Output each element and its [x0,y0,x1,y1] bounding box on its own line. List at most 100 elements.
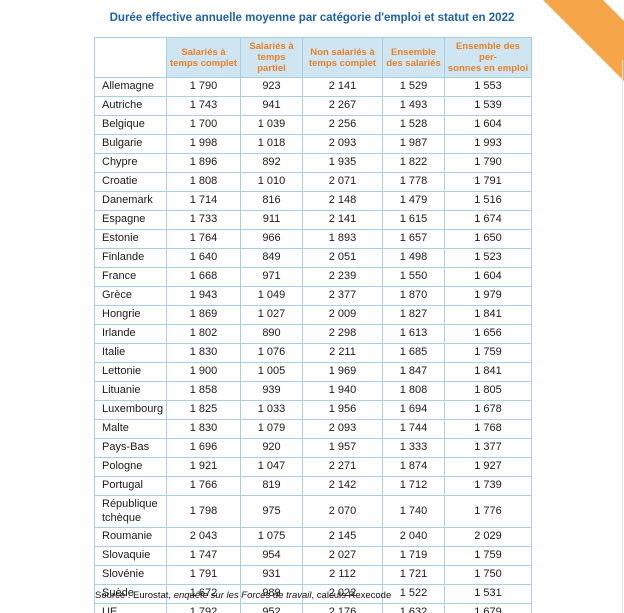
value-cell: 1 615 [382,210,445,230]
country-cell: Grèce [94,286,167,306]
value-cell: 1 896 [166,153,241,173]
value-cell: 1 808 [382,381,445,401]
table-header: Salariés à temps complet Salariés à temps… [94,37,532,78]
value-cell: 952 [240,603,303,613]
value-cell: 1 522 [382,584,445,604]
value-cell: 1 333 [382,438,445,458]
value-cell: 1 010 [240,172,303,192]
value-cell: 2 211 [302,343,383,363]
value-cell: 2 148 [302,191,383,211]
value-cell: 1 943 [166,286,241,306]
source-note: Source : Eurostat, enquête sur les Force… [95,590,391,601]
value-cell: 1 998 [166,134,241,154]
country-cell: Estonie [94,229,167,249]
country-cell: Slovaquie [94,546,167,566]
value-cell: 1 805 [444,381,532,401]
value-cell: 1 640 [166,248,241,268]
country-cell: Autriche [94,96,167,116]
value-cell: 1 672 [166,584,241,604]
value-cell: 1 523 [444,248,532,268]
table-row: République tchèque 1 798 975 2 070 1 740 1 77… [94,495,532,528]
value-cell: 1 790 [444,153,532,173]
value-cell: 2 112 [302,565,383,585]
value-cell: 1 830 [166,343,241,363]
value-cell: 1 979 [444,286,532,306]
value-cell: 1 740 [382,495,445,528]
table-row: France 1 668 971 2 239 1 550 1 604 [94,267,532,287]
table-row: Pologne 1 921 1 047 2 271 1 874 1 927 [94,457,532,477]
value-cell: 1 721 [382,565,445,585]
table-row: Autriche 1 743 941 2 267 1 493 1 539 [94,96,532,116]
table-row: Malte 1 830 1 079 2 093 1 744 1 768 [94,419,532,439]
corner-header-cell [94,37,167,78]
table-row: Grèce 1 943 1 049 2 377 1 870 1 979 [94,286,532,306]
value-cell: 1 516 [444,191,532,211]
value-cell: 1 830 [166,419,241,439]
data-table: Salariés à temps complet Salariés à temps… [94,37,532,613]
value-cell: 1 027 [240,305,303,325]
table-row: Portugal 1 766 819 2 142 1 712 1 739 [94,476,532,496]
table-row: Belgique 1 700 1 039 2 256 1 528 1 604 [94,115,532,135]
country-cell: Luxembourg [94,400,167,420]
value-cell: 1 039 [240,115,303,135]
value-cell: 1 825 [166,400,241,420]
value-cell: 1 870 [382,286,445,306]
value-cell: 1 743 [166,96,241,116]
value-cell: 1 827 [382,305,445,325]
table-row: Irlande 1 802 890 2 298 1 613 1 656 [94,324,532,344]
value-cell: 1 822 [382,153,445,173]
country-cell: Chypre [94,153,167,173]
value-cell: 1 714 [166,191,241,211]
table-row: Italie 1 830 1 076 2 211 1 685 1 759 [94,343,532,363]
value-cell: 1 858 [166,381,241,401]
value-cell: 1 550 [382,267,445,287]
country-cell: Lettonie [94,362,167,382]
column-header: Ensemble des per- sonnes en emploi [444,37,532,78]
value-cell: 911 [240,210,303,230]
value-cell: 1 956 [302,400,383,420]
value-cell: 1 657 [382,229,445,249]
value-cell: 1 650 [444,229,532,249]
value-cell: 1 993 [444,134,532,154]
country-cell: Finlande [94,248,167,268]
country-cell: UE [94,603,167,613]
value-cell: 1 656 [444,324,532,344]
value-cell: 1 921 [166,457,241,477]
value-cell: 1 696 [166,438,241,458]
value-cell: 849 [240,248,303,268]
table-row: Chypre 1 896 892 1 935 1 822 1 790 [94,153,532,173]
value-cell: 892 [240,153,303,173]
corner-ribbon-icon [543,0,624,81]
value-cell: 2 142 [302,476,383,496]
value-cell: 939 [240,381,303,401]
value-cell: 941 [240,96,303,116]
value-cell: 2 267 [302,96,383,116]
table-body: Allemagne 1 790 923 2 141 1 529 1 553 Autriche… [94,77,532,613]
value-cell: 2 239 [302,267,383,287]
column-header: Non salariés à temps complet [302,37,383,78]
value-cell: 1 531 [444,584,532,604]
value-cell: 1 841 [444,305,532,325]
country-cell: Espagne [94,210,167,230]
page-title: Durée effective annuelle moyenne par cat… [109,12,515,24]
table-row: Lettonie 1 900 1 005 1 969 1 847 1 841 [94,362,532,382]
value-cell: 2 071 [302,172,383,192]
value-cell: 1 791 [166,565,241,585]
value-cell: 971 [240,267,303,287]
value-cell: 1 018 [240,134,303,154]
value-cell: 2 145 [302,527,383,547]
value-cell: 1 764 [166,229,241,249]
value-cell: 1 613 [382,324,445,344]
value-cell: 2 051 [302,248,383,268]
country-cell: République tchèque [94,495,167,528]
value-cell: 1 528 [382,115,445,135]
value-cell: 1 893 [302,229,383,249]
value-cell: 1 747 [166,546,241,566]
value-cell: 1 900 [166,362,241,382]
value-cell: 2 027 [302,546,383,566]
value-cell: 1 874 [382,457,445,477]
table-row: Estonie 1 764 966 1 893 1 657 1 650 [94,229,532,249]
value-cell: 2 141 [302,210,383,230]
table-row: Slovaquie 1 747 954 2 027 1 719 1 759 [94,546,532,566]
value-cell: 2 043 [166,527,241,547]
